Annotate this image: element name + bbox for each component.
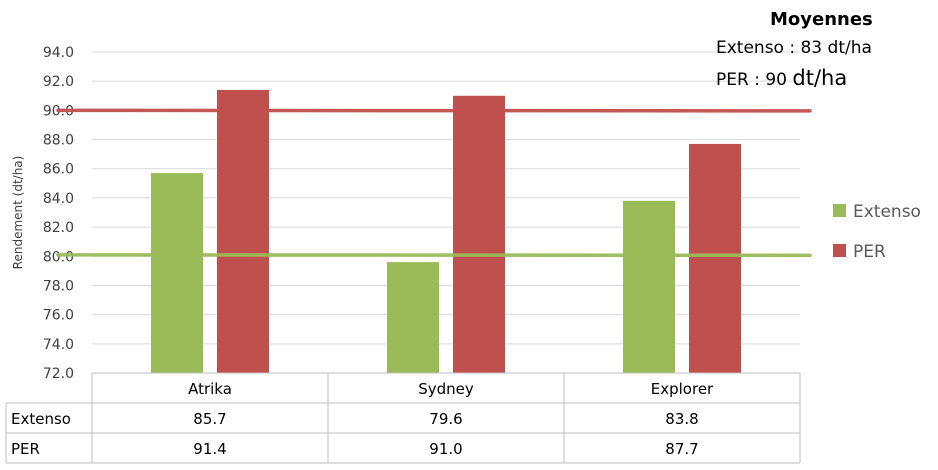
y-tick-label: 92.0 bbox=[43, 74, 74, 90]
legend-swatch-extenso bbox=[833, 204, 846, 217]
y-tick-label: 78.0 bbox=[43, 278, 74, 294]
table-cell: 87.7 bbox=[665, 440, 698, 458]
table-row-label: PER bbox=[11, 440, 40, 458]
y-tick-label: 76.0 bbox=[43, 308, 74, 324]
averages-annotation: Moyennes Extenso : 83 dt/ha PER : 90 dt/… bbox=[716, 8, 873, 92]
bar-per-atrika bbox=[217, 89, 269, 373]
per-average-unit: dt/ha bbox=[792, 66, 848, 90]
y-tick-label: 88.0 bbox=[43, 133, 74, 149]
y-tick-label: 94.0 bbox=[43, 45, 74, 61]
y-tick-label: 86.0 bbox=[43, 162, 74, 178]
legend-swatch-per bbox=[833, 244, 846, 257]
bar-per-sydney bbox=[453, 95, 505, 373]
legend-label: PER bbox=[853, 242, 886, 262]
legend-label: Extenso bbox=[853, 202, 921, 222]
category-label: Sydney bbox=[418, 380, 474, 398]
table-cell: 91.4 bbox=[193, 440, 226, 458]
bar-extenso-sydney bbox=[387, 262, 439, 373]
extenso-average: Extenso : 83 dt/ha bbox=[716, 38, 872, 58]
bar-extenso-explorer bbox=[623, 200, 675, 373]
bar-per-explorer bbox=[689, 143, 741, 373]
y-tick-label: 74.0 bbox=[43, 337, 74, 353]
table-cell: 79.6 bbox=[429, 410, 462, 428]
y-tick-label: 80.0 bbox=[43, 249, 74, 265]
per-average-value: PER : 90 bbox=[716, 70, 793, 90]
y-tick-label: 72.0 bbox=[43, 366, 74, 382]
table-cell: 83.8 bbox=[665, 410, 698, 428]
table-row-label: Extenso bbox=[11, 410, 71, 428]
averages-title: Moyennes bbox=[770, 9, 873, 30]
y-tick-label: 84.0 bbox=[43, 191, 74, 207]
y-tick-label: 82.0 bbox=[43, 220, 74, 236]
average-line-per bbox=[56, 108, 812, 113]
bar-extenso-atrika bbox=[151, 173, 203, 373]
table-cell: 91.0 bbox=[429, 440, 462, 458]
category-label: Atrika bbox=[188, 380, 232, 398]
average-line-extenso bbox=[56, 253, 812, 258]
table-cell: 85.7 bbox=[193, 410, 226, 428]
per-average: PER : 90 dt/ha bbox=[716, 66, 873, 92]
y-axis-title: Rendement (dt/ha) bbox=[11, 156, 25, 270]
category-label: Explorer bbox=[651, 380, 714, 398]
